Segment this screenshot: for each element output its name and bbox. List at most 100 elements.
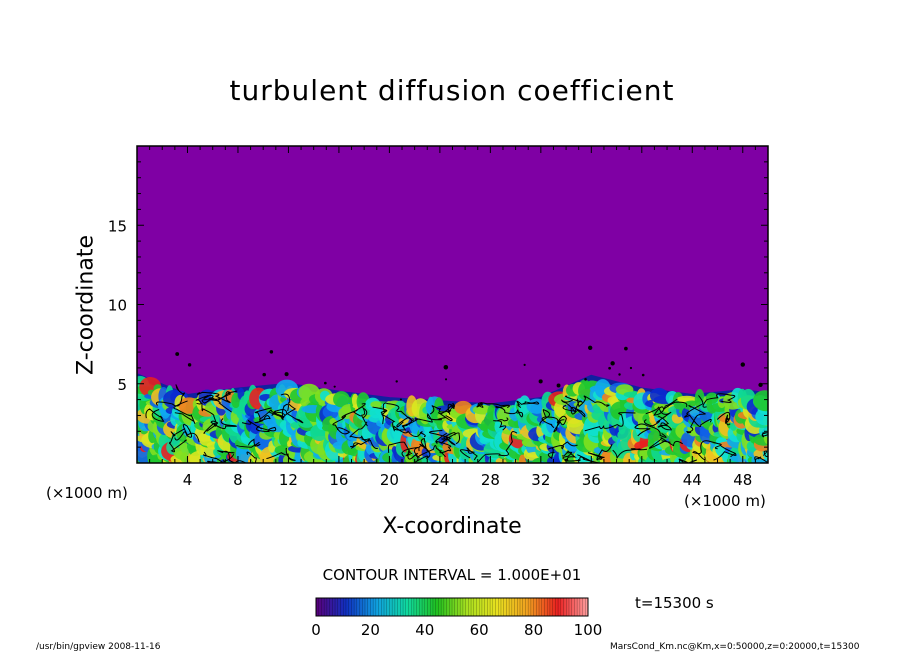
contour-speck xyxy=(395,380,398,383)
contour-speck xyxy=(641,373,645,377)
chart-title: turbulent diffusion coefficient xyxy=(229,74,675,107)
contour-speck xyxy=(480,402,483,405)
contour-line xyxy=(269,393,297,421)
contour-line xyxy=(761,432,768,438)
y-tick-label: 10 xyxy=(108,297,127,315)
contour-line xyxy=(686,405,706,434)
contour-line xyxy=(196,391,231,404)
contour-line xyxy=(241,420,277,433)
contour-speck xyxy=(187,363,192,367)
contour-line xyxy=(561,450,577,461)
x-tick-label: 24 xyxy=(430,471,449,489)
contour-line xyxy=(403,412,446,427)
colorbar-tick-label: 20 xyxy=(361,621,380,639)
contour-line xyxy=(657,415,672,431)
y-tick-label: 15 xyxy=(108,217,127,235)
y-axis: 5 10 15 xyxy=(108,161,768,448)
contour-line xyxy=(234,451,257,463)
contour-line xyxy=(352,403,368,427)
x-tick-label: 28 xyxy=(481,471,500,489)
contour-speck xyxy=(269,350,274,354)
contour-line xyxy=(477,431,518,463)
contour-line xyxy=(206,418,238,432)
footer-right: MarsCond_Km.nc@Km,x=0:50000,z=0:20000,t=… xyxy=(610,642,860,652)
contour-speck xyxy=(584,378,587,381)
contour-line xyxy=(612,448,648,459)
contour-line xyxy=(560,395,584,414)
contour-line xyxy=(692,440,722,461)
x-unit-label-left: (×1000 m) xyxy=(46,484,128,502)
field-patch xyxy=(370,401,382,408)
contour-speck xyxy=(629,366,633,370)
contour-line xyxy=(350,438,371,449)
contour-line xyxy=(429,403,455,415)
contour-speck xyxy=(443,364,449,370)
footer-left: /usr/bin/gpview 2008-11-16 xyxy=(36,642,161,652)
contour-speck xyxy=(556,383,561,388)
colorbar-tick-label: 80 xyxy=(524,621,543,639)
x-tick-label: 48 xyxy=(733,471,752,489)
contour-line xyxy=(387,441,413,457)
contour-line xyxy=(441,432,456,446)
contour-line xyxy=(634,423,667,438)
contour-line xyxy=(393,425,426,438)
contour-line xyxy=(332,409,358,435)
contour-line xyxy=(435,432,452,454)
contour-speck xyxy=(284,372,289,377)
x-tick-label: 8 xyxy=(233,471,243,489)
contour-line xyxy=(217,450,252,463)
contour-line xyxy=(169,428,187,453)
contour-line xyxy=(429,429,461,445)
contour-line xyxy=(684,395,712,428)
contour-speck xyxy=(323,381,327,385)
contour-line xyxy=(437,402,455,422)
contour-line xyxy=(516,400,540,408)
contour-line xyxy=(173,400,196,424)
x-unit-label-right: (×1000 m) xyxy=(684,492,766,510)
contour-line xyxy=(396,416,413,430)
contour-line xyxy=(236,438,261,448)
contour-line xyxy=(254,407,272,424)
x-tick-label: 16 xyxy=(329,471,348,489)
contour-speck xyxy=(333,385,336,388)
colorbar-frame xyxy=(315,597,589,617)
contour-line xyxy=(716,411,731,426)
contour-speck xyxy=(175,352,180,356)
time-label: t=15300 s xyxy=(635,594,714,612)
contour-line xyxy=(643,406,672,427)
contour-speck xyxy=(624,346,628,351)
contour-speck xyxy=(740,362,746,367)
colorbar-tick-label: 100 xyxy=(574,621,603,639)
contour-line xyxy=(401,445,446,459)
contour-line xyxy=(174,424,200,443)
contour-speck xyxy=(618,373,621,376)
contour-line xyxy=(476,402,510,409)
contour-speck xyxy=(610,361,615,366)
x-tick-label: 12 xyxy=(279,471,298,489)
turbulent-field xyxy=(137,345,768,463)
field-patch xyxy=(758,425,768,437)
contour-line xyxy=(653,398,688,416)
contour-line xyxy=(754,450,768,463)
field-patch xyxy=(753,390,768,411)
contour-line xyxy=(547,441,578,460)
x-axis: 4 8 12 16 20 24 28 32 36 40 44 48 xyxy=(149,146,756,489)
contour-speck xyxy=(262,372,267,377)
contour-line xyxy=(648,437,683,449)
contour-line xyxy=(145,408,165,422)
colorbar-tick-label: 60 xyxy=(470,621,489,639)
field-patch xyxy=(333,391,350,408)
colorbar-tick-label: 0 xyxy=(311,621,321,639)
x-tick-label: 4 xyxy=(183,471,193,489)
colorbar-tick-label: 40 xyxy=(415,621,434,639)
y-tick-label: 5 xyxy=(117,376,127,394)
x-tick-label: 40 xyxy=(632,471,651,489)
contour-speck xyxy=(538,379,543,384)
x-tick-label: 20 xyxy=(380,471,399,489)
contour-line xyxy=(495,404,524,418)
contour-interval-label: CONTOUR INTERVAL = 1.000E+01 xyxy=(322,566,582,584)
contour-line xyxy=(587,443,613,461)
y-axis-label: Z-coordinate xyxy=(73,235,99,375)
x-axis-label: X-coordinate xyxy=(382,514,522,539)
